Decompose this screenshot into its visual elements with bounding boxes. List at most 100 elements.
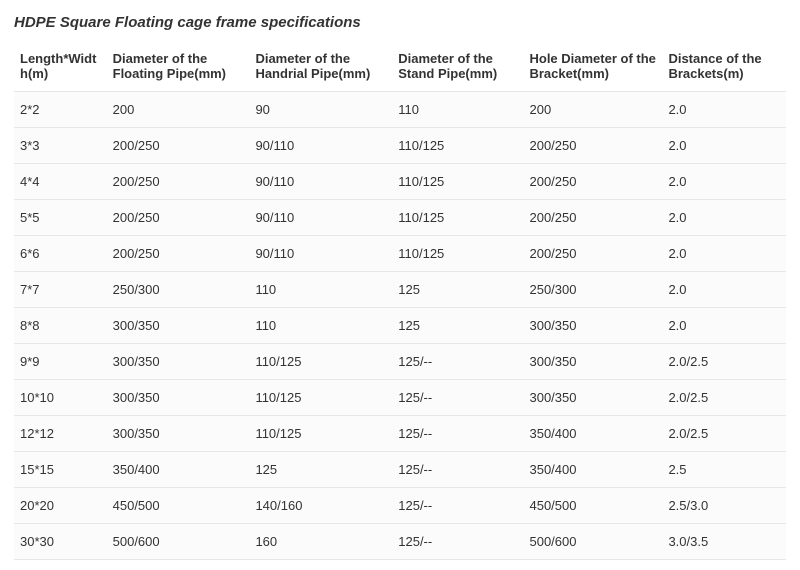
table-cell: 110 [392, 92, 523, 128]
table-cell: 200/250 [107, 200, 250, 236]
table-cell: 2.0 [662, 92, 786, 128]
table-cell: 2.0/2.5 [662, 380, 786, 416]
spec-table: Length*Width(m) Diameter of the Floating… [14, 41, 786, 560]
table-cell: 125/-- [392, 524, 523, 560]
table-cell: 110/125 [249, 416, 392, 452]
table-cell: 200/250 [523, 236, 662, 272]
table-cell: 7*7 [14, 272, 107, 308]
table-cell: 2.0 [662, 164, 786, 200]
col-header: Hole Diameter of the Bracket(mm) [523, 41, 662, 92]
table-cell: 200/250 [523, 164, 662, 200]
table-cell: 200/250 [523, 200, 662, 236]
table-cell: 125/-- [392, 380, 523, 416]
table-row: 3*3200/25090/110110/125200/2502.0 [14, 128, 786, 164]
table-cell: 140/160 [249, 488, 392, 524]
table-cell: 3.0/3.5 [662, 524, 786, 560]
table-cell: 300/350 [523, 380, 662, 416]
table-cell: 350/400 [107, 452, 250, 488]
col-header: Distance of the Brackets(m) [662, 41, 786, 92]
table-cell: 125 [249, 452, 392, 488]
table-cell: 500/600 [523, 524, 662, 560]
table-cell: 125/-- [392, 452, 523, 488]
table-cell: 6*6 [14, 236, 107, 272]
col-header: Length*Width(m) [14, 41, 107, 92]
table-cell: 4*4 [14, 164, 107, 200]
table-cell: 160 [249, 524, 392, 560]
table-cell: 200/250 [523, 128, 662, 164]
table-cell: 110 [249, 272, 392, 308]
table-cell: 110/125 [249, 380, 392, 416]
page-title: HDPE Square Floating cage frame specific… [14, 14, 786, 31]
table-cell: 110/125 [392, 200, 523, 236]
spec-sheet: HDPE Square Floating cage frame specific… [0, 0, 800, 570]
table-cell: 2*2 [14, 92, 107, 128]
table-cell: 90/110 [249, 164, 392, 200]
table-cell: 110 [249, 308, 392, 344]
table-row: 6*6200/25090/110110/125200/2502.0 [14, 236, 786, 272]
table-cell: 15*15 [14, 452, 107, 488]
table-cell: 300/350 [107, 344, 250, 380]
table-cell: 2.0 [662, 236, 786, 272]
table-cell: 8*8 [14, 308, 107, 344]
table-cell: 2.0 [662, 272, 786, 308]
table-cell: 2.5/3.0 [662, 488, 786, 524]
col-header: Diameter of the Stand Pipe(mm) [392, 41, 523, 92]
table-cell: 300/350 [523, 308, 662, 344]
table-cell: 90/110 [249, 128, 392, 164]
table-cell: 250/300 [523, 272, 662, 308]
table-cell: 200/250 [107, 128, 250, 164]
table-cell: 200/250 [107, 164, 250, 200]
table-cell: 5*5 [14, 200, 107, 236]
table-cell: 10*10 [14, 380, 107, 416]
table-cell: 250/300 [107, 272, 250, 308]
table-cell: 450/500 [107, 488, 250, 524]
table-cell: 20*20 [14, 488, 107, 524]
table-cell: 2.5 [662, 452, 786, 488]
table-cell: 110/125 [392, 128, 523, 164]
table-cell: 125/-- [392, 344, 523, 380]
table-cell: 90 [249, 92, 392, 128]
table-row: 7*7250/300110125250/3002.0 [14, 272, 786, 308]
table-cell: 125 [392, 272, 523, 308]
table-row: 15*15350/400125125/--350/4002.5 [14, 452, 786, 488]
table-cell: 300/350 [523, 344, 662, 380]
table-cell: 300/350 [107, 416, 250, 452]
table-cell: 125 [392, 308, 523, 344]
table-cell: 2.0 [662, 128, 786, 164]
table-cell: 30*30 [14, 524, 107, 560]
col-header: Diameter of the Handrial Pipe(mm) [249, 41, 392, 92]
table-cell: 350/400 [523, 416, 662, 452]
table-row: 10*10300/350110/125125/--300/3502.0/2.5 [14, 380, 786, 416]
table-row: 2*2200901102002.0 [14, 92, 786, 128]
table-row: 12*12300/350110/125125/--350/4002.0/2.5 [14, 416, 786, 452]
table-cell: 110/125 [392, 236, 523, 272]
table-cell: 500/600 [107, 524, 250, 560]
table-cell: 2.0 [662, 200, 786, 236]
table-row: 30*30500/600160125/--500/6003.0/3.5 [14, 524, 786, 560]
table-cell: 110/125 [249, 344, 392, 380]
table-row: 4*4200/25090/110110/125200/2502.0 [14, 164, 786, 200]
table-cell: 350/400 [523, 452, 662, 488]
table-cell: 90/110 [249, 200, 392, 236]
table-cell: 300/350 [107, 308, 250, 344]
table-cell: 200 [107, 92, 250, 128]
table-cell: 2.0 [662, 308, 786, 344]
table-cell: 3*3 [14, 128, 107, 164]
table-cell: 2.0/2.5 [662, 344, 786, 380]
table-row: 5*5200/25090/110110/125200/2502.0 [14, 200, 786, 236]
table-cell: 2.0/2.5 [662, 416, 786, 452]
col-header: Diameter of the Floating Pipe(mm) [107, 41, 250, 92]
table-cell: 110/125 [392, 164, 523, 200]
table-cell: 12*12 [14, 416, 107, 452]
table-cell: 300/350 [107, 380, 250, 416]
table-cell: 200 [523, 92, 662, 128]
table-row: 8*8300/350110125300/3502.0 [14, 308, 786, 344]
table-cell: 9*9 [14, 344, 107, 380]
table-row: 20*20450/500140/160125/--450/5002.5/3.0 [14, 488, 786, 524]
table-row: 9*9300/350110/125125/--300/3502.0/2.5 [14, 344, 786, 380]
table-cell: 200/250 [107, 236, 250, 272]
table-cell: 125/-- [392, 416, 523, 452]
table-cell: 90/110 [249, 236, 392, 272]
table-cell: 450/500 [523, 488, 662, 524]
table-header-row: Length*Width(m) Diameter of the Floating… [14, 41, 786, 92]
